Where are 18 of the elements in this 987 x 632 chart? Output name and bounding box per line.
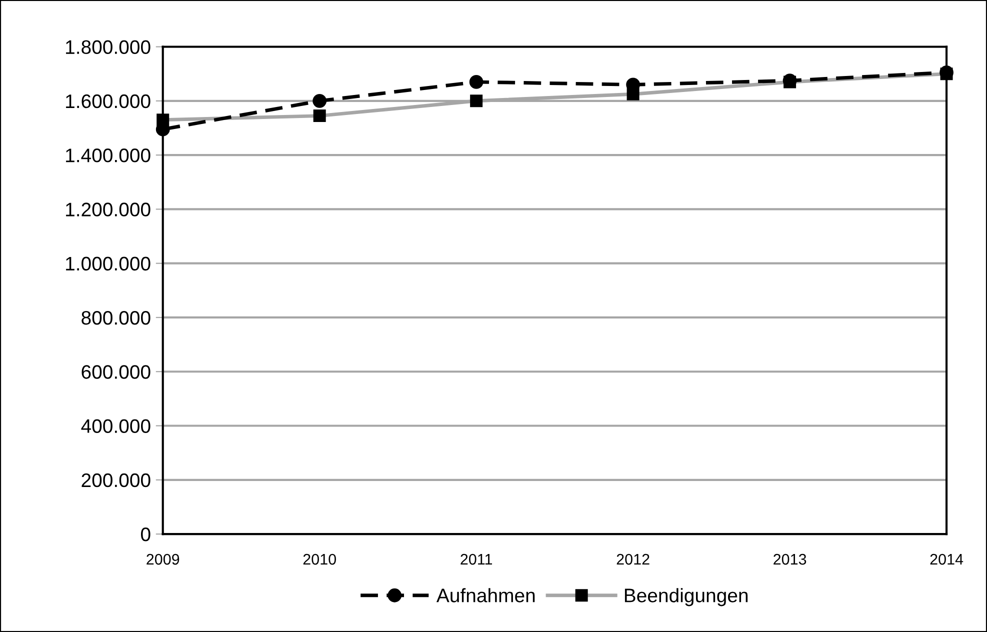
x-tick-label: 2009 <box>146 554 180 565</box>
legend-label: Aufnahmen <box>436 588 535 602</box>
y-tick-label: 1.200.000 <box>66 202 150 216</box>
x-tick-label: 2011 <box>460 554 492 565</box>
y-tick-label: 1.800.000 <box>66 40 150 54</box>
legend-label: Beendigungen <box>624 588 748 606</box>
x-tick-label: 2014 <box>930 554 964 565</box>
y-tick-label: 1.000.000 <box>66 256 150 271</box>
x-tick-label: 2012 <box>616 554 650 565</box>
y-tick-label: 1.400.000 <box>66 148 150 162</box>
x-tick-label: 2013 <box>774 554 806 565</box>
y-tick-label: 0 <box>140 528 150 542</box>
y-tick-label: 400.000 <box>81 419 150 433</box>
y-tick-label: 800.000 <box>82 310 150 325</box>
y-tick-label: 600.000 <box>82 365 150 379</box>
x-tick-label: 2010 <box>303 554 336 565</box>
y-tick-label: 200.000 <box>82 473 150 488</box>
y-tick-label: 1.600.000 <box>66 94 150 108</box>
